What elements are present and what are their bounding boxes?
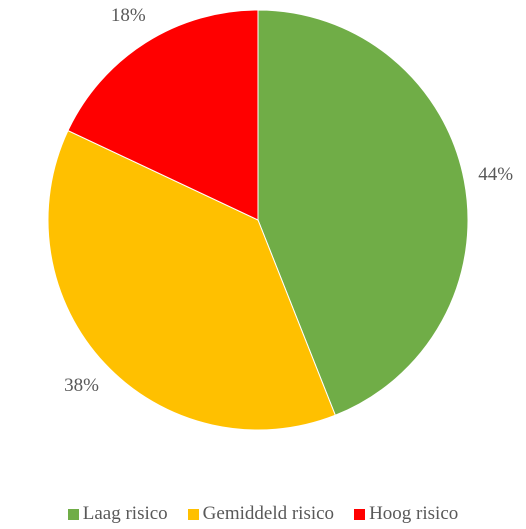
legend-item-gemiddeld-risico: Gemiddeld risico bbox=[187, 503, 335, 525]
pie-slice-laag-risico bbox=[257, 9, 469, 416]
legend-swatch-laag-risico bbox=[67, 508, 79, 520]
legend-swatch-hoog-risico bbox=[354, 508, 366, 520]
legend-label-laag-risico: Laag risico bbox=[82, 503, 168, 524]
pie-slice-gemiddeld-risico bbox=[47, 129, 336, 431]
legend: Laag risico Gemiddeld risico Hoog risico bbox=[0, 503, 526, 525]
legend-item-hoog-risico: Hoog risico bbox=[354, 503, 458, 525]
pie-chart: 44% 38% 18% bbox=[47, 5, 513, 431]
data-label-gemiddeld-risico: 38% bbox=[64, 375, 99, 396]
data-label-laag-risico: 44% bbox=[478, 164, 513, 185]
legend-label-hoog-risico: Hoog risico bbox=[369, 503, 459, 524]
legend-item-laag-risico: Laag risico bbox=[67, 503, 168, 525]
legend-swatch-gemiddeld-risico bbox=[187, 508, 199, 520]
legend-label-gemiddeld-risico: Gemiddeld risico bbox=[202, 503, 335, 524]
data-label-hoog-risico: 18% bbox=[111, 5, 146, 26]
pie-slice-hoog-risico bbox=[67, 9, 259, 221]
